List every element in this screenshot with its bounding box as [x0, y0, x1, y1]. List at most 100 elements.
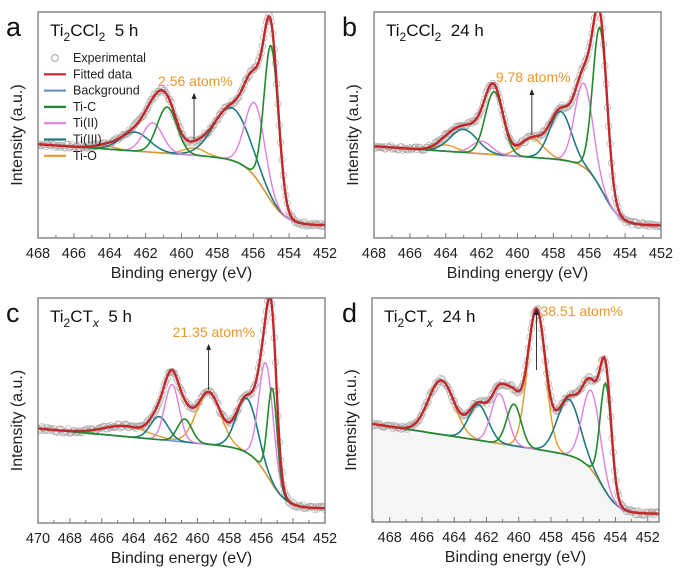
atom-percent-annotation: 9.78 atom% — [496, 69, 571, 85]
x-axis-title: Binding energy (eV) — [111, 550, 252, 567]
experimental-point — [595, 12, 599, 13]
x-tick-label: 462 — [474, 530, 498, 546]
series-background — [374, 145, 661, 227]
experimental-point — [455, 407, 463, 415]
axes-frame — [371, 297, 660, 523]
x-tick-label: 462 — [134, 246, 158, 262]
experimental-point — [51, 143, 59, 151]
series-fitted — [38, 15, 325, 227]
x-tick-label: 464 — [442, 530, 466, 546]
x-tick-label: 464 — [434, 246, 458, 262]
legend-marker — [51, 54, 59, 62]
legend-item-background: Background — [44, 84, 140, 98]
arrow-head-icon — [206, 343, 212, 350]
experimental-point — [153, 90, 161, 98]
series-fitted — [372, 307, 659, 515]
x-tick-label: 468 — [58, 531, 82, 547]
panel-letter: b — [342, 12, 357, 42]
experimental-point — [442, 382, 450, 390]
x-tick-label: 466 — [410, 530, 434, 546]
experimental-point — [189, 139, 197, 147]
experimental-point — [253, 62, 261, 70]
experimental-point — [489, 79, 497, 88]
experimental-point — [240, 81, 248, 89]
x-tick-label: 460 — [505, 246, 529, 262]
plot-area — [38, 12, 325, 230]
arrow-head-icon — [191, 92, 197, 99]
legend-label: Ti(II) — [73, 116, 98, 130]
x-tick-label: 464 — [122, 531, 146, 547]
experimental-point — [61, 144, 70, 152]
legend-item-fitted: Fitted data — [44, 67, 132, 81]
x-axis-title: Binding energy (eV) — [111, 265, 252, 282]
experimental-point — [146, 415, 154, 423]
series-fitted — [38, 298, 325, 510]
experimental-point — [445, 386, 453, 394]
x-tick-label: 456 — [577, 246, 601, 262]
experimental-point — [595, 3, 601, 9]
x-tick-label: 466 — [90, 531, 114, 547]
x-tick-label: 452 — [636, 530, 660, 546]
experimental-point — [68, 141, 76, 149]
x-tick-label: 456 — [249, 531, 273, 547]
experimental-point — [552, 406, 560, 415]
atom-percent-annotation: 38.51 atom% — [540, 303, 623, 319]
experimental-point — [314, 502, 323, 510]
x-tick-label: 458 — [217, 531, 241, 547]
series-ti-iii — [38, 397, 325, 509]
y-axis-title: Intensity (a.u.) — [345, 84, 362, 185]
experimental-point — [484, 396, 492, 405]
plot-area — [374, 3, 661, 231]
sample-title: Ti2CCl2 24 h — [386, 21, 484, 44]
legend-label: Background — [73, 84, 140, 98]
legend-item-ti-iii: Ti(III) — [44, 133, 102, 147]
experimental-point — [619, 215, 627, 223]
experimental-point — [244, 73, 252, 81]
y-axis-title: Intensity (a.u.) — [343, 369, 360, 470]
experimental-point — [56, 425, 64, 433]
experimental-point — [600, 354, 608, 363]
legend-label: Ti(III) — [73, 133, 102, 147]
experimental-point — [491, 82, 499, 90]
legend-item-ti-c: Ti-C — [44, 100, 96, 114]
x-tick-label: 468 — [362, 246, 386, 262]
experimental-point — [320, 502, 325, 510]
x-tick-label: 460 — [185, 531, 209, 547]
experimental-point — [447, 127, 455, 135]
x-tick-label: 454 — [281, 531, 305, 547]
x-tick-label: 458 — [205, 246, 229, 262]
x-tick-label: 452 — [313, 246, 337, 262]
panel-letter: c — [6, 298, 20, 328]
x-tick-label: 454 — [603, 530, 627, 546]
legend-label: Ti-O — [73, 149, 97, 163]
x-tick-label: 460 — [169, 246, 193, 262]
experimental-point — [516, 139, 524, 147]
arrow-head-icon — [533, 309, 539, 315]
panel-c: 470 468 466 464 462 460 458 456 454 452 Binding en… — [6, 297, 337, 567]
panel-letter: d — [342, 298, 357, 328]
sample-title: Ti2CTx 5 h — [50, 307, 132, 330]
sample-title: Ti2CCl2 5 h — [50, 21, 138, 44]
sample-title: Ti2CTx 24 h — [384, 307, 475, 330]
x-tick-label: 462 — [153, 531, 177, 547]
y-axis-title: Intensity (a.u.) — [9, 370, 26, 471]
atom-percent-annotation: 2.56 atom% — [158, 73, 233, 89]
x-tick-label: 460 — [507, 530, 531, 546]
x-tick-label: 456 — [571, 530, 595, 546]
legend-item-experimental: Experimental — [51, 51, 146, 65]
x-tick-label: 458 — [539, 530, 563, 546]
x-axis-title: Binding energy (eV) — [445, 549, 586, 566]
atom-percent-annotation: 21.35 atom% — [173, 324, 256, 340]
experimental-point — [579, 381, 587, 389]
panel-d: 468 466 464 462 460 458 456 454 452 Binding energ… — [342, 297, 660, 566]
experimental-point — [236, 89, 244, 97]
experimental-point — [514, 389, 522, 397]
x-tick-label: 454 — [277, 246, 301, 262]
x-tick-label: 466 — [398, 246, 422, 262]
experimental-point — [312, 219, 320, 227]
x-tick-label: 466 — [62, 246, 86, 262]
plot-area — [38, 298, 325, 514]
x-tick-label: 462 — [470, 246, 494, 262]
series-ti-o — [374, 137, 661, 226]
